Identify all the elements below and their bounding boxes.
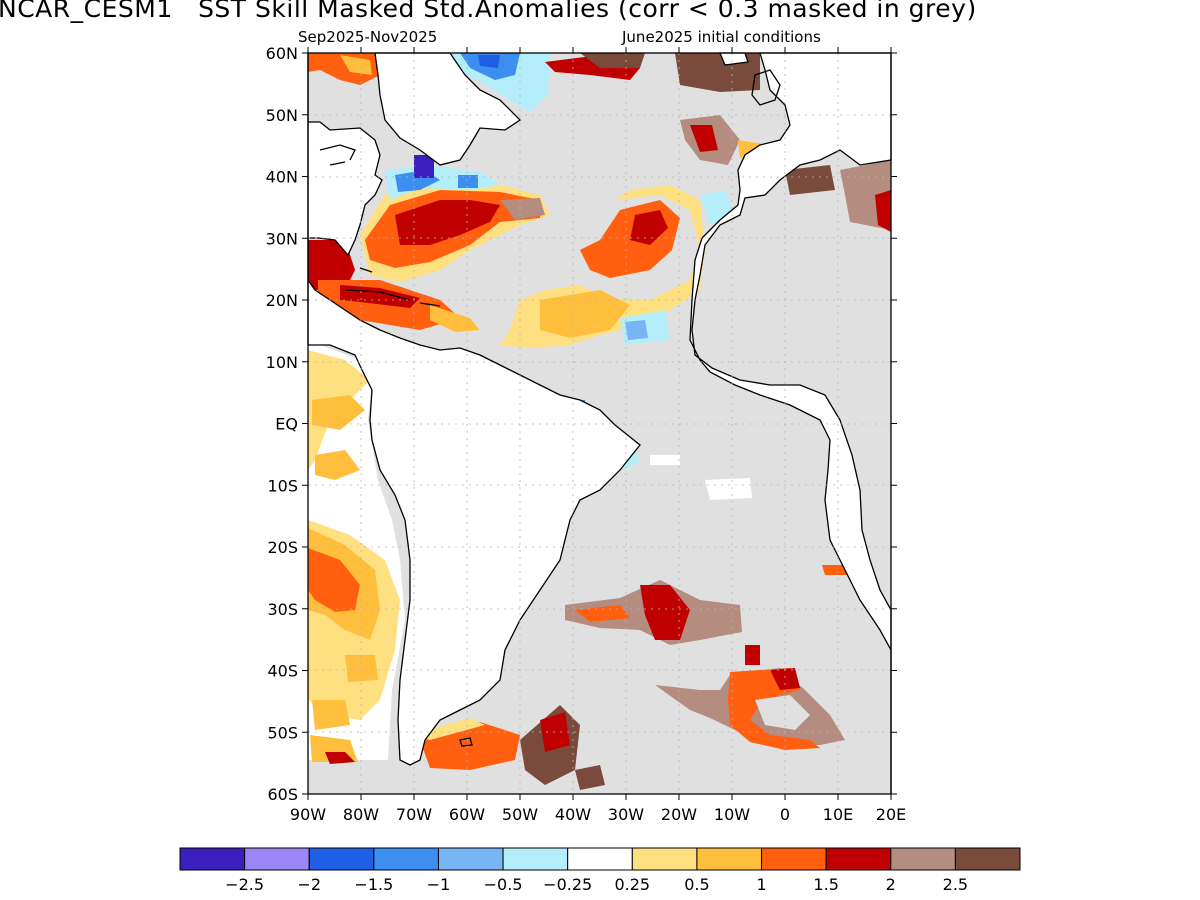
pacific-strong-warm	[308, 548, 360, 612]
colorbar-label: −0.5	[484, 875, 523, 894]
great-lakes	[319, 144, 356, 166]
colorbar-swatch	[179, 847, 246, 871]
colorbar-swatch	[890, 847, 956, 871]
tropical-cool	[625, 320, 648, 340]
falklands	[459, 737, 473, 747]
colorbar-swatch	[825, 847, 892, 871]
colorbar-swatch	[567, 847, 633, 871]
colorbar-label: −0.25	[543, 875, 592, 894]
graticule	[308, 53, 891, 794]
latitude-label: 40N	[266, 168, 298, 187]
latitude-label: 40S	[267, 662, 298, 681]
land-masses	[307, 52, 892, 794]
longitude-label: 30W	[608, 805, 644, 824]
latitude-label: 10N	[266, 353, 298, 372]
caribbean-islands	[344, 267, 441, 307]
north-america-land	[307, 53, 641, 766]
subpolar-extreme	[580, 53, 645, 68]
colorbar-swatch	[631, 847, 698, 871]
season-subtitle: Sep2025-Nov2025	[298, 28, 438, 46]
colorbar-label: 1.5	[813, 875, 838, 894]
longitude-label: 50W	[502, 805, 538, 824]
tropical-atlantic-warm	[540, 290, 630, 338]
equatorial-unmasked	[650, 455, 680, 465]
longitude-label: 20E	[876, 805, 906, 824]
pacific-warm-5	[312, 700, 350, 730]
colorbar-swatch	[696, 847, 763, 871]
latitude-label: 20N	[266, 291, 298, 310]
colorbar-label: 0.25	[614, 875, 650, 894]
colorbar-label: −2.5	[225, 875, 264, 894]
iceland-land	[719, 52, 749, 66]
longitude-labels: 90W 80W 70W 60W 50W 40W 30W 20W 10W 0 10E 20E	[290, 805, 906, 824]
latitude-label: 30N	[266, 229, 298, 248]
mediterranean-hot	[875, 190, 891, 232]
colorbar-label: 2	[886, 875, 896, 894]
latitude-label: 10S	[267, 476, 298, 495]
longitude-label: 90W	[290, 805, 326, 824]
gulf-guinea-unmasked	[705, 478, 752, 500]
caribbean-warm-edge	[430, 305, 480, 332]
northwest-cool-2	[458, 175, 478, 188]
latitude-label: 60S	[267, 785, 298, 804]
pacific-warm-4	[345, 655, 378, 682]
longitude-label: 40W	[555, 805, 591, 824]
longitude-label: 0	[780, 805, 790, 824]
colorbar-swatch	[437, 847, 504, 871]
latitude-label: 20S	[267, 538, 298, 557]
europe-africa-land	[689, 52, 892, 794]
gulf-of-mexico-hot	[308, 240, 355, 290]
map-title: NCAR_CESM1 SST Skill Masked Std.Anomalie…	[0, 0, 977, 23]
colorbar-swatch	[954, 847, 1021, 871]
hudson-warm-edge	[340, 55, 372, 75]
central-atlantic-hot	[630, 210, 668, 245]
mediterranean-extreme	[785, 165, 835, 195]
greenland-labrador-land	[374, 52, 522, 166]
colorbar-label: −1.5	[354, 875, 393, 894]
colorbar-label: 1	[756, 875, 766, 894]
pacific-warm-1	[312, 395, 365, 430]
colorbar-label: 2.5	[943, 875, 968, 894]
southern-ocean-masked-hole	[755, 695, 810, 730]
longitude-label: 10W	[714, 805, 750, 824]
gulf-stream-extreme	[500, 198, 545, 220]
colorbar-swatch	[761, 847, 827, 871]
colorbar-labels: −2.5 −2 −1.5 −1 −0.5 −0.25 0.25 0.5 1 1.5 2 2.5	[225, 875, 968, 894]
uk-coastline	[751, 69, 781, 106]
longitude-label: 80W	[343, 805, 379, 824]
colorbar-label: −2	[297, 875, 321, 894]
latitude-label: 50N	[266, 106, 298, 125]
pacific-warm-2	[315, 450, 360, 480]
latitude-labels: 60N 50N 40N 30N 20N 10N EQ 10S 20S 30S 40S 50S 60S	[266, 44, 298, 804]
south-georgia-extreme	[575, 765, 605, 790]
longitude-label: 20W	[661, 805, 697, 824]
colorbar-swatch	[373, 847, 439, 871]
latitude-label: 60N	[266, 44, 298, 63]
labrador-strong-cool	[478, 55, 500, 68]
longitude-label: 10E	[823, 805, 853, 824]
axis-ticks	[302, 47, 897, 800]
colorbar-swatch	[502, 847, 569, 871]
gulf-stream-hot	[395, 200, 500, 245]
colorbar-swatch	[244, 847, 310, 871]
colorbar	[179, 847, 1021, 871]
colorbar-label: 0.5	[684, 875, 709, 894]
colorbar-label: −1	[427, 875, 451, 894]
latitude-label: 50S	[267, 723, 298, 742]
ne-atlantic-hot	[690, 125, 718, 152]
pacific-hot-spot	[325, 752, 355, 764]
longitude-label: 60W	[449, 805, 485, 824]
northwest-strong-cool	[414, 155, 434, 178]
latitude-label: 30S	[267, 600, 298, 619]
southern-ocean-warm	[728, 668, 820, 750]
latitude-label: EQ	[275, 415, 298, 434]
initial-conditions-subtitle: June2025 initial conditions	[622, 28, 821, 46]
agulhas-hot	[745, 645, 760, 665]
southern-ocean-hot	[770, 668, 800, 690]
south-atlantic-hot	[640, 585, 690, 640]
longitude-label: 70W	[396, 805, 432, 824]
colorbar-swatch	[308, 847, 375, 871]
